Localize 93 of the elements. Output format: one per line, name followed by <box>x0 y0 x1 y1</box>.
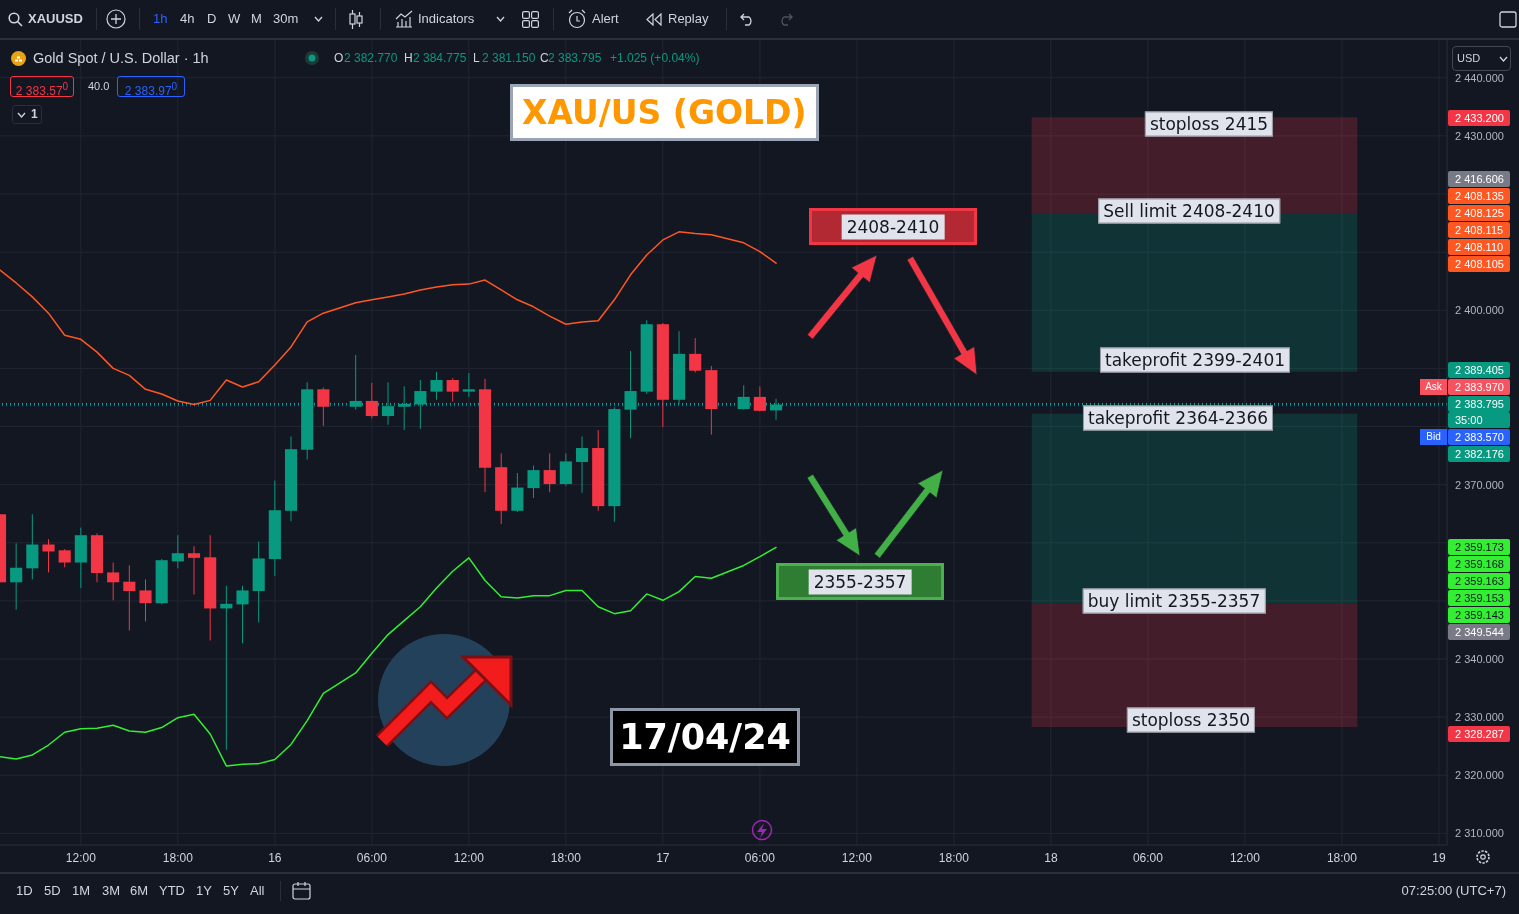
annotation: buy limit 2355-2357 <box>1082 588 1266 614</box>
annotation: 2 381.150 <box>482 50 536 66</box>
annotation: 2 382.770 <box>344 50 398 66</box>
x-tick-label: 12:00 <box>65 850 97 865</box>
text: 5Y <box>223 883 239 899</box>
text: 2 328.287 <box>1448 725 1510 742</box>
text: 2 382.176 <box>1448 445 1510 462</box>
callout-box: 2408-2410 <box>809 208 977 245</box>
text: 2 408.115 <box>1448 221 1510 238</box>
annotation: stoploss 2350 <box>1126 707 1256 733</box>
text: Replay <box>668 11 709 27</box>
x-tick-label: 16 <box>268 850 282 865</box>
text: 35:00 <box>1448 411 1510 428</box>
text: M <box>251 11 262 27</box>
text: 6M <box>130 883 149 899</box>
x-tick-label: 12:00 <box>1229 850 1261 865</box>
x-tick-label: 18 <box>1044 850 1058 865</box>
text: 2 383.970 <box>1448 378 1510 395</box>
annotation: 40.0 <box>88 79 110 94</box>
callout-box: 2355-2357 <box>776 563 944 600</box>
text: 2 359.163 <box>1448 572 1510 589</box>
x-tick-label: 19 <box>1432 850 1446 865</box>
y-tick-label: 2 430.000 <box>1455 129 1504 142</box>
text: 3M <box>102 883 121 899</box>
ref-line-label: Bid <box>1420 428 1447 445</box>
annotation: O <box>334 50 344 66</box>
y-tick-label: 2 440.000 <box>1455 71 1504 84</box>
text: 2 408.135 <box>1448 187 1510 204</box>
dropdown-button: USD <box>1452 46 1511 71</box>
text: 1D <box>16 883 33 899</box>
text: XAUUSD <box>28 11 83 27</box>
text: 2 416.606 <box>1448 170 1510 187</box>
text: Indicators <box>418 11 475 27</box>
x-tick-label: 18:00 <box>1326 850 1358 865</box>
annotation: 17/04/24 <box>610 708 800 766</box>
text: 2 433.200 <box>1448 109 1510 126</box>
annotation: +1.025 (+0.04%) <box>610 50 700 66</box>
text: 1h <box>153 11 168 27</box>
toggle-button: 1 <box>12 105 42 124</box>
annotation: 2408-2410 <box>841 214 945 239</box>
annotation: 2355-2357 <box>808 569 912 594</box>
x-tick-label: 17 <box>656 850 670 865</box>
annotation: stoploss 2415 <box>1144 111 1274 137</box>
x-tick-label: 06:00 <box>1132 850 1164 865</box>
text: W <box>228 11 241 27</box>
text: 4h <box>180 11 195 27</box>
text: YTD <box>159 883 185 899</box>
y-tick-label: 2 310.000 <box>1455 827 1504 840</box>
x-tick-label: 18:00 <box>938 850 970 865</box>
annotation: 2 383.97$^{0}$ <box>117 76 185 98</box>
ref-line-label: Ask <box>1420 378 1447 395</box>
annotation: Sell limit 2408-2410 <box>1098 198 1280 224</box>
x-tick-label: 06:00 <box>356 850 388 865</box>
x-tick-label: 12:00 <box>453 850 485 865</box>
y-tick-label: 2 320.000 <box>1455 769 1504 782</box>
annotation: takeprofit 2399-2401 <box>1099 347 1291 373</box>
y-tick-label: 2 340.000 <box>1455 652 1504 665</box>
text: 1M <box>72 883 91 899</box>
text: 1Y <box>196 883 212 899</box>
x-tick-label: 18:00 <box>162 850 194 865</box>
text: 2 383.570 <box>1448 428 1510 445</box>
annotation: takeprofit 2364-2366 <box>1082 405 1274 431</box>
annotation: 2 383.57$^{0}$ <box>10 76 74 98</box>
text: All <box>250 883 265 899</box>
text: 2 408.125 <box>1448 204 1510 221</box>
text: 30m <box>273 11 299 27</box>
annotation: 2 384.775 <box>413 50 467 66</box>
text: 2 408.105 <box>1448 255 1510 272</box>
x-tick-label: 12:00 <box>841 850 873 865</box>
text: 2 359.168 <box>1448 555 1510 572</box>
annotation: C <box>540 50 549 66</box>
annotation: 2 383.795 <box>548 50 602 66</box>
text: Gold Spot / U.S. Dollar · 1h <box>33 49 209 67</box>
y-tick-label: 2 400.000 <box>1455 304 1504 317</box>
annotation: L <box>473 50 480 66</box>
text: 2 389.405 <box>1448 361 1510 378</box>
text: 5D <box>44 883 61 899</box>
text: 2 359.173 <box>1448 538 1510 555</box>
text: 07:25:00 (UTC+7) <box>1401 883 1506 899</box>
text: 2 359.143 <box>1448 606 1510 623</box>
annotation: H <box>404 50 413 66</box>
y-tick-label: 2 330.000 <box>1455 711 1504 724</box>
text: 2 359.153 <box>1448 589 1510 606</box>
text: XAU/US (GOLD) <box>510 84 819 141</box>
x-tick-label: 18:00 <box>550 850 582 865</box>
annotation: 1 <box>31 107 38 122</box>
x-tick-label: 06:00 <box>744 850 776 865</box>
text: 2 383.795 <box>1448 395 1510 412</box>
text: D <box>207 11 217 27</box>
text: 2 408.110 <box>1448 238 1510 255</box>
text: 2 349.544 <box>1448 623 1510 640</box>
y-tick-label: 2 370.000 <box>1455 478 1504 491</box>
text: Alert <box>592 11 619 27</box>
